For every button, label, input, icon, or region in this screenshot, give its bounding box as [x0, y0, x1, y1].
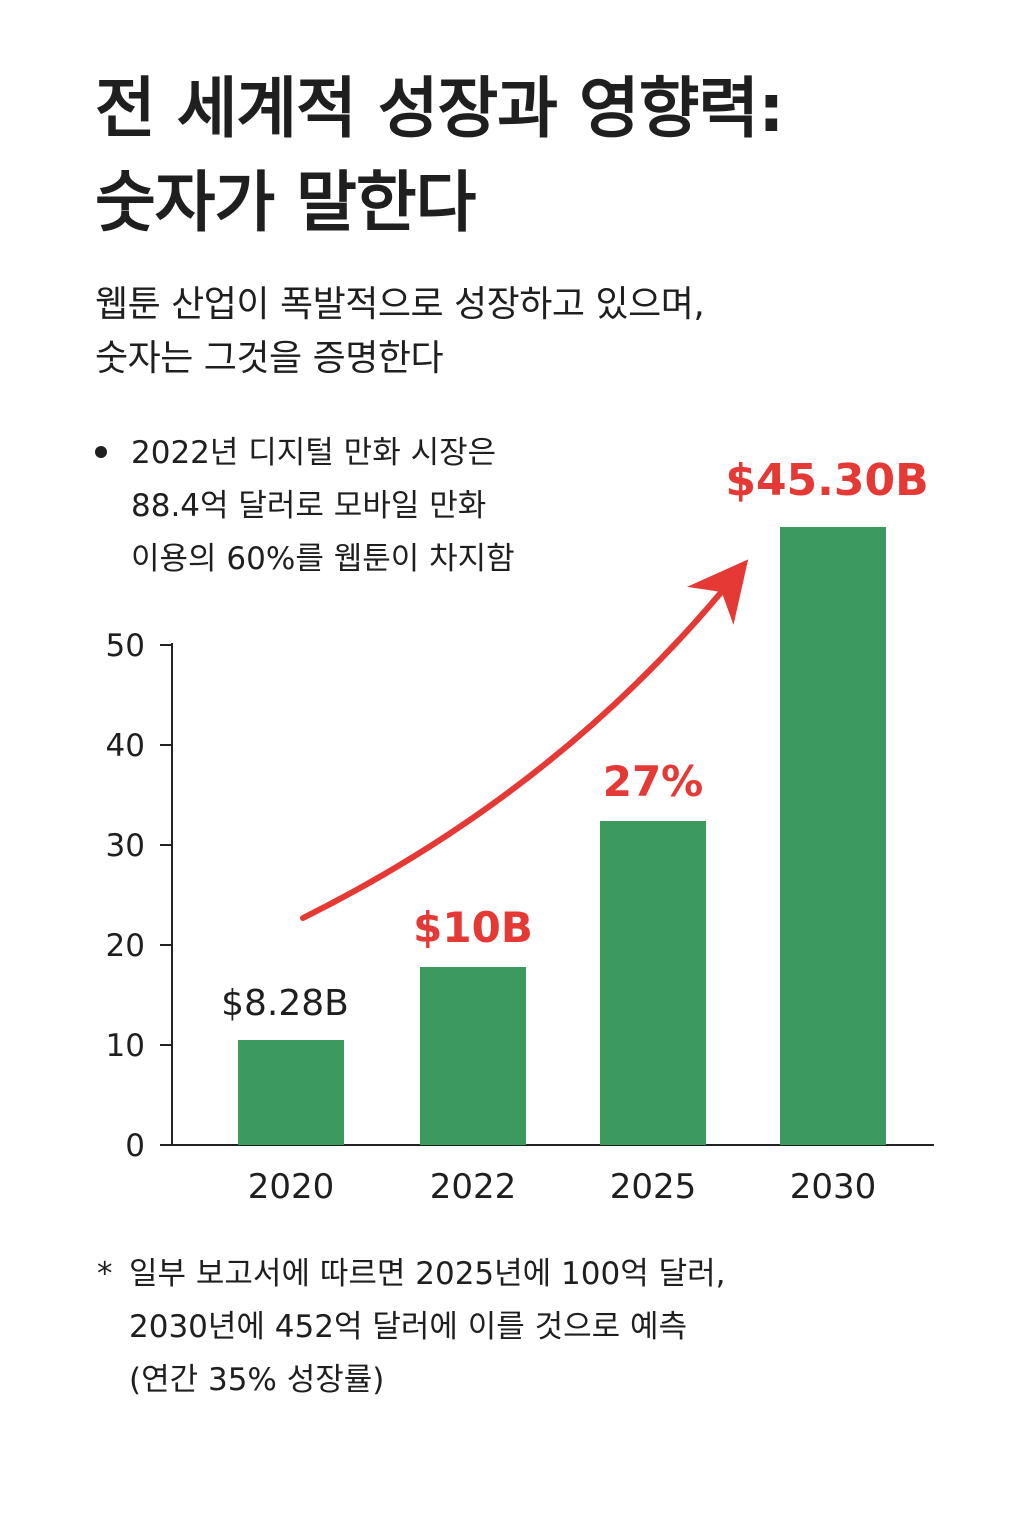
footnote-line: 2030년에 452억 달러에 이를 것으로 예측	[129, 1309, 688, 1345]
x-tick-label: 2025	[610, 1167, 697, 1207]
footnote-marker: *	[97, 1256, 113, 1292]
y-tick-label: 10	[106, 1028, 145, 1064]
data-label: $45.30B	[725, 455, 928, 506]
footnote-line: (연간 35% 성장률)	[129, 1362, 385, 1398]
data-label: $8.28B	[221, 983, 349, 1024]
data-label: $10B	[413, 903, 533, 952]
x-tick-label: 2020	[248, 1167, 335, 1207]
bullet-line: 88.4억 달러로 모바일 만화	[131, 488, 487, 524]
subtitle-line-1: 웹툰 산업이 폭발적으로 성장하고 있으며,	[95, 284, 705, 325]
bar-2025	[600, 821, 706, 1145]
data-label: 27%	[603, 757, 704, 806]
bar-2022	[420, 967, 526, 1145]
title-line-2: 숫자가 말한다	[95, 164, 476, 241]
data-labels: $8.28B $10B 27% $45.30B	[221, 455, 929, 1024]
y-tick-label: 30	[106, 828, 145, 864]
title-line-1: 전 세계적 성장과 영향력:	[95, 70, 785, 147]
bullet-text: 2022년 디지털 만화 시장은 88.4억 달러로 모바일 만화 이용의 60…	[131, 427, 615, 586]
page-title: 전 세계적 성장과 영향력: 숫자가 말한다	[95, 62, 995, 250]
subtitle-line-2: 숫자는 그것을 증명한다	[95, 338, 444, 379]
y-axis-labels: 0 10 20 30 40 50	[106, 628, 145, 1164]
x-axis-labels: 2020 2022 2025 2030	[248, 1167, 877, 1207]
bullet-point: 2022년 디지털 만화 시장은 88.4억 달러로 모바일 만화 이용의 60…	[95, 427, 615, 586]
footnote-text: 일부 보고서에 따르면 2025년에 100억 달러, 2030년에 452억 …	[129, 1248, 977, 1407]
y-tick-label: 50	[106, 628, 145, 664]
bullet-line: 2022년 디지털 만화 시장은	[131, 435, 497, 471]
chart-bars	[238, 527, 886, 1145]
subtitle: 웹툰 산업이 폭발적으로 성장하고 있으며, 숫자는 그것을 증명한다	[95, 278, 995, 386]
footnote-line: 일부 보고서에 따르면 2025년에 100억 달러,	[129, 1256, 726, 1292]
bullet-line: 이용의 60%를 웹툰이 차지함	[131, 541, 515, 577]
y-tick-label: 0	[125, 1128, 145, 1164]
x-tick-label: 2030	[790, 1167, 877, 1207]
bullet-dot-icon	[95, 446, 107, 458]
footnote: * 일부 보고서에 따르면 2025년에 100억 달러, 2030년에 452…	[97, 1248, 977, 1407]
x-tick-label: 2022	[430, 1167, 517, 1207]
bar-2030	[780, 527, 886, 1145]
trend-arrow	[300, 559, 749, 921]
y-tick-label: 20	[106, 928, 145, 964]
bar-2020	[238, 1040, 344, 1145]
y-tick-label: 40	[106, 728, 145, 764]
